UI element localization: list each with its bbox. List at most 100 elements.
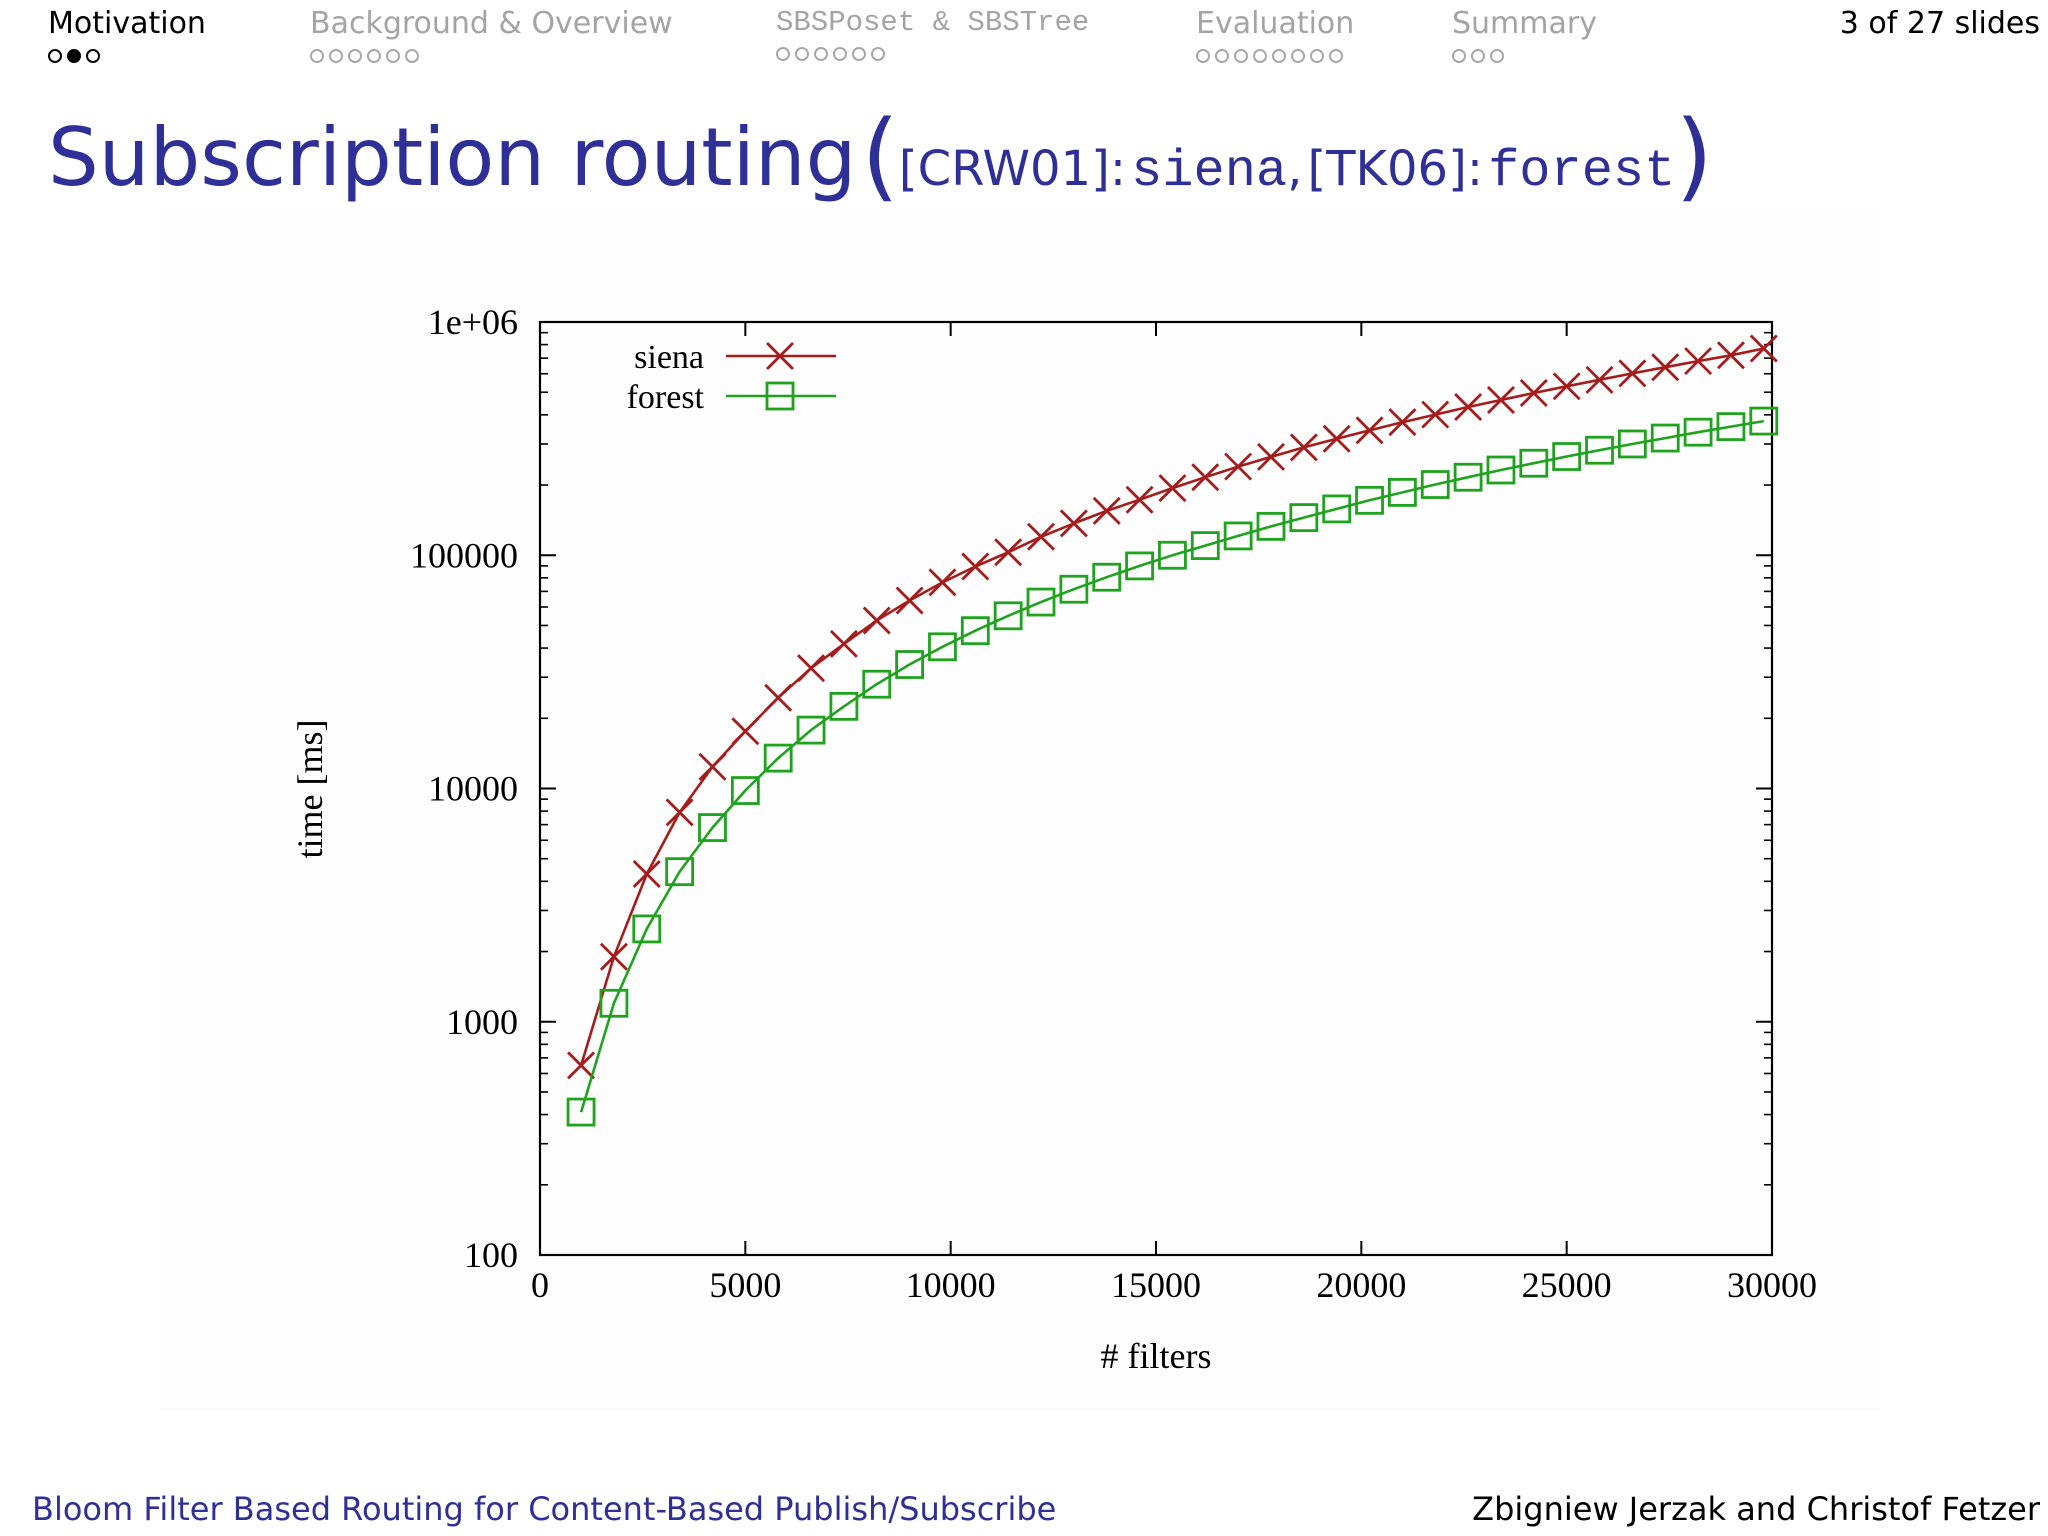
- nav-dot[interactable]: [1253, 49, 1267, 63]
- nav-dots: [48, 49, 206, 63]
- data-point-siena: [632, 860, 661, 888]
- nav-dot[interactable]: [86, 49, 100, 63]
- y-tick-label: 1e+06: [428, 302, 518, 342]
- data-point-forest: [1256, 511, 1286, 541]
- nav-dot[interactable]: [1490, 49, 1504, 63]
- data-point-siena: [698, 752, 727, 781]
- nav-dot[interactable]: [852, 47, 866, 61]
- x-tick-label: 25000: [1522, 1265, 1612, 1305]
- nav-dot[interactable]: [329, 49, 343, 63]
- data-point-forest: [1486, 455, 1516, 485]
- nav-dot[interactable]: [1329, 49, 1343, 63]
- data-point-forest: [1158, 540, 1187, 570]
- data-point-forest: [698, 813, 727, 842]
- chart-background: [160, 210, 1880, 1410]
- data-point-forest: [632, 914, 662, 944]
- data-point-forest: [1453, 462, 1483, 492]
- data-point-forest: [796, 715, 826, 745]
- data-point-siena: [829, 629, 858, 658]
- nav-section-label[interactable]: Background & Overview: [310, 6, 673, 41]
- data-point-forest: [1092, 562, 1122, 592]
- y-tick-label: 10000: [428, 769, 518, 809]
- y-tick-label: 100000: [410, 535, 518, 575]
- nav-dots: [310, 49, 673, 63]
- nav-dot[interactable]: [795, 47, 809, 61]
- data-point-forest: [1683, 417, 1713, 447]
- nav-dot[interactable]: [1310, 49, 1324, 63]
- nav-section-motivation[interactable]: Motivation: [48, 6, 206, 63]
- nav-dot[interactable]: [871, 47, 885, 61]
- data-point-forest: [665, 857, 695, 887]
- data-point-siena: [1388, 408, 1417, 437]
- data-point-siena: [731, 717, 760, 746]
- data-point-forest: [1585, 435, 1614, 465]
- x-tick-label: 30000: [1727, 1265, 1817, 1305]
- nav-dot[interactable]: [776, 47, 790, 61]
- data-point-forest: [1749, 406, 1779, 436]
- nav-dot[interactable]: [1272, 49, 1286, 63]
- nav-dots: [776, 47, 1089, 61]
- x-tick-label: 0: [531, 1265, 549, 1305]
- nav-section-evaluation[interactable]: Evaluation: [1196, 6, 1354, 63]
- data-point-forest: [1552, 442, 1582, 471]
- title-comma: ,: [1287, 141, 1303, 197]
- data-point-siena: [862, 606, 891, 635]
- nav-dot[interactable]: [1471, 49, 1485, 63]
- legend-label-forest: forest: [627, 379, 705, 416]
- x-axis-label: # filters: [1101, 1336, 1212, 1376]
- y-tick-label: 100: [464, 1235, 518, 1275]
- nav-dot[interactable]: [1234, 49, 1248, 63]
- data-point-forest: [1190, 531, 1220, 560]
- data-point-forest: [928, 632, 957, 662]
- nav-dot[interactable]: [1215, 49, 1229, 63]
- data-point-forest: [1420, 470, 1450, 499]
- nav-dot[interactable]: [833, 47, 847, 61]
- x-tick-label: 20000: [1316, 1265, 1406, 1305]
- data-point-siena: [1027, 522, 1055, 551]
- nav-section-label[interactable]: Evaluation: [1196, 6, 1355, 41]
- x-tick-label: 15000: [1111, 1265, 1201, 1305]
- data-point-siena: [665, 798, 694, 827]
- data-point-forest: [1059, 574, 1089, 604]
- data-point-siena: [1421, 400, 1450, 429]
- data-point-forest: [1617, 429, 1647, 459]
- title-name-siena: siena: [1131, 142, 1288, 201]
- nav-dot[interactable]: [405, 49, 419, 63]
- nav-section-background[interactable]: Background & Overview: [310, 6, 673, 63]
- data-point-siena: [797, 654, 826, 683]
- footer: Bloom Filter Based Routing for Content-B…: [0, 1480, 2048, 1536]
- data-point-siena: [1355, 416, 1384, 445]
- data-point-siena: [1716, 341, 1745, 370]
- data-point-siena: [1158, 474, 1187, 503]
- nav-section-label[interactable]: Summary: [1452, 6, 1597, 41]
- title-ref-crw01[interactable]: [CRW01]:: [898, 141, 1126, 197]
- x-tick-label: 5000: [709, 1265, 781, 1305]
- x-axis: 0 5000 10000 15000 20000 25000 30000: [531, 322, 1817, 1305]
- data-point-siena: [1059, 509, 1088, 538]
- nav-section-label[interactable]: Motivation: [48, 6, 206, 41]
- data-point-forest: [1026, 587, 1056, 617]
- data-point-siena: [1618, 359, 1647, 388]
- nav-dot[interactable]: [367, 49, 381, 63]
- footer-title[interactable]: Bloom Filter Based Routing for Content-B…: [32, 1490, 1057, 1528]
- title-ref-tk06[interactable]: [TK06]:: [1307, 141, 1483, 197]
- nav-section-sbsposet[interactable]: SBSPoset & SBSTree: [776, 6, 1089, 61]
- nav-dot[interactable]: [48, 49, 62, 63]
- nav-dot[interactable]: [386, 49, 400, 63]
- nav-dot[interactable]: [1291, 49, 1305, 63]
- data-point-siena: [1454, 393, 1483, 422]
- nav-dot[interactable]: [348, 49, 362, 63]
- nav-section-summary[interactable]: Summary: [1452, 6, 1597, 63]
- nav-dot[interactable]: [1452, 49, 1466, 63]
- data-point-forest: [993, 601, 1023, 631]
- nav-dot[interactable]: [1196, 49, 1210, 63]
- nav-dot[interactable]: [67, 49, 81, 63]
- nav-dot[interactable]: [310, 49, 324, 63]
- x-tick-label: 10000: [906, 1265, 996, 1305]
- nav-section-label[interactable]: SBSPoset & SBSTree: [776, 6, 1090, 39]
- title-name-forest: forest: [1488, 142, 1676, 201]
- data-point-forest: [862, 669, 892, 699]
- slide-title: Subscription routing ([CRW01]: siena, [T…: [48, 96, 1713, 212]
- nav-dot[interactable]: [814, 47, 828, 61]
